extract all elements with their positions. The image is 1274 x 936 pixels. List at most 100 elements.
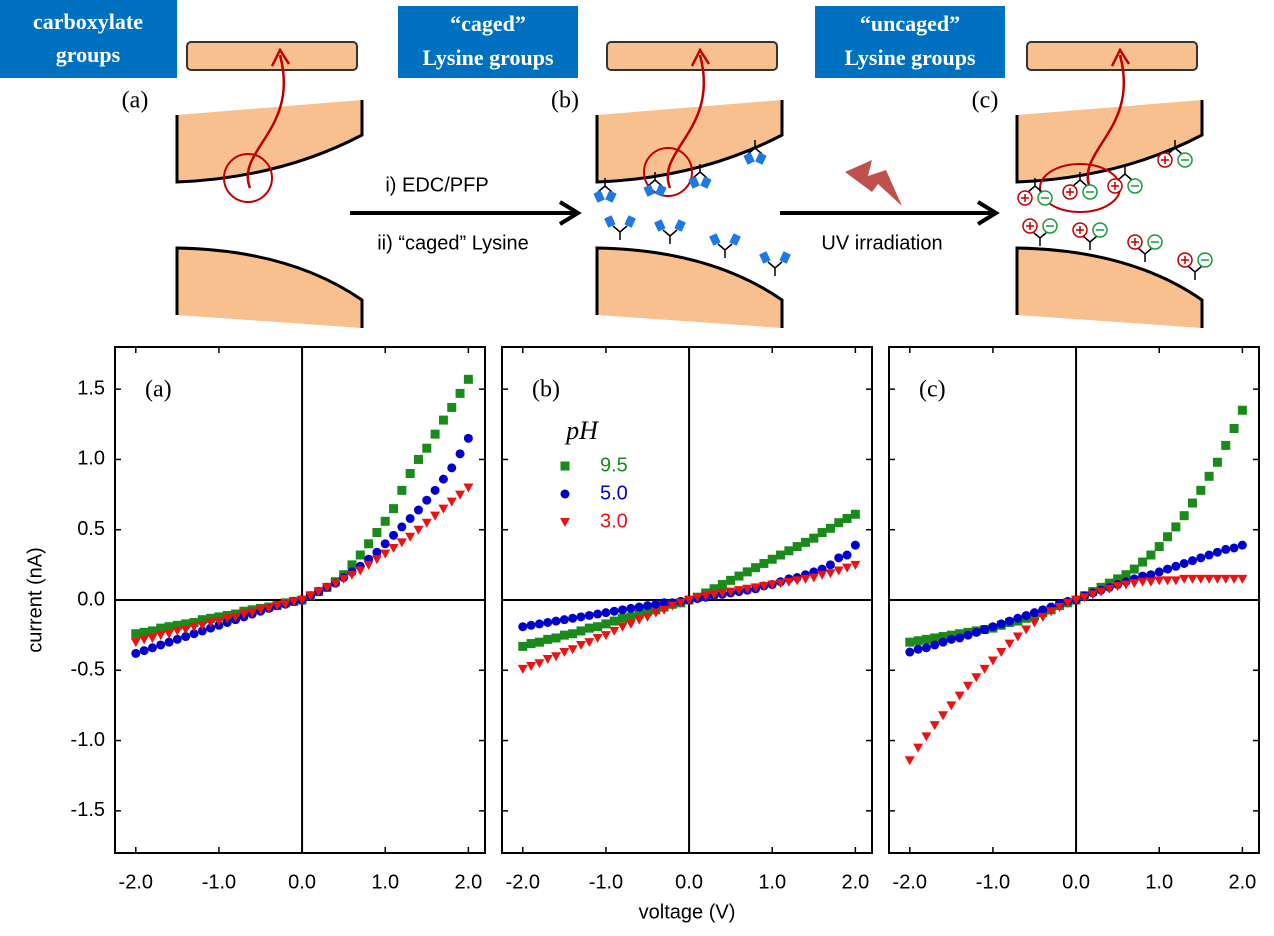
marker [584,638,595,648]
stage-title: groups [56,42,121,67]
marker [189,629,199,639]
marker [626,603,636,613]
legend-marker [560,518,570,527]
marker [817,528,827,538]
marker [567,645,578,655]
marker [913,743,924,753]
marker [825,523,835,533]
marker [355,566,366,576]
ion-arrowhead [690,47,711,67]
marker [1221,440,1231,450]
marker [784,546,794,556]
marker [1187,556,1197,566]
marker [438,504,449,514]
stage-title: carboxylate [33,9,143,34]
marker [717,588,728,598]
pore-edge [175,246,364,328]
marker [575,640,586,650]
marker [405,532,416,542]
marker [206,613,216,623]
marker [930,640,940,650]
marker [1220,574,1231,584]
cage-group [759,251,771,264]
marker [534,619,544,629]
cage-group [605,190,617,203]
marker [842,550,852,560]
pore-edge [595,100,784,184]
arrows [350,200,1000,226]
marker [463,433,473,443]
marker [156,640,166,650]
marker [954,691,965,701]
pore-edge [595,246,784,328]
marker [1212,457,1222,467]
marker [172,634,182,644]
marker [156,623,166,633]
marker [1229,424,1239,434]
membrane-bar [606,41,778,71]
marker [1021,625,1032,635]
marker [609,606,619,616]
marker [397,522,407,532]
marker [1196,553,1206,563]
arrow [780,200,1000,226]
marker [1229,543,1239,553]
marker [700,591,711,601]
marker [305,591,316,601]
marker [139,635,150,645]
panel-label: (a) [145,377,172,403]
marker [1162,576,1173,586]
marker [659,605,670,615]
marker [1204,574,1215,584]
marker [1179,574,1190,584]
stage-title: “uncaged” [860,11,960,36]
marker [618,605,628,615]
marker [518,641,528,651]
marker [1013,613,1023,623]
marker [1062,598,1073,608]
marker [800,574,811,584]
linker [717,243,733,258]
marker [430,511,441,521]
plots: -2.0 -1.0 0.0 1.0 2.0 -1.5 -1.0 -0.5 0.0 0.5 1.0 1.… [24,346,1260,923]
stage-label: (c) [972,88,999,114]
x-axis-label: voltage (V) [639,901,736,923]
marker [1145,577,1156,587]
marker [188,622,199,632]
marker [962,681,973,691]
marker [355,550,365,560]
pore-wall [1017,100,1202,182]
linker [1117,166,1133,181]
marker [534,637,544,647]
ion-path [666,54,706,189]
marker [929,721,940,731]
marker [388,543,399,553]
marker [1237,405,1247,415]
x-tick-label: 0.0 [675,871,703,893]
marker [1138,557,1148,567]
marker [147,626,157,636]
cage-group [779,251,791,264]
marker [809,533,819,543]
marker [1204,550,1214,560]
marker [372,528,382,538]
marker [526,620,536,630]
marker [421,518,432,528]
marker [946,701,957,711]
x-tick-label: 2.0 [454,871,482,893]
x-tick-label: -1.0 [202,871,236,893]
marker [634,609,644,619]
marker [397,485,407,495]
marker [131,648,141,658]
x-tick-label: -2.0 [119,871,153,893]
linker [1032,231,1048,246]
marker [709,590,720,600]
y-tick-label: 1.0 [77,448,105,470]
cage-group [709,233,721,246]
stage-title: Lysine groups [844,45,975,70]
marker [783,577,794,587]
marker [371,555,382,565]
marker [576,626,586,636]
marker [938,711,949,721]
marker [938,632,948,642]
